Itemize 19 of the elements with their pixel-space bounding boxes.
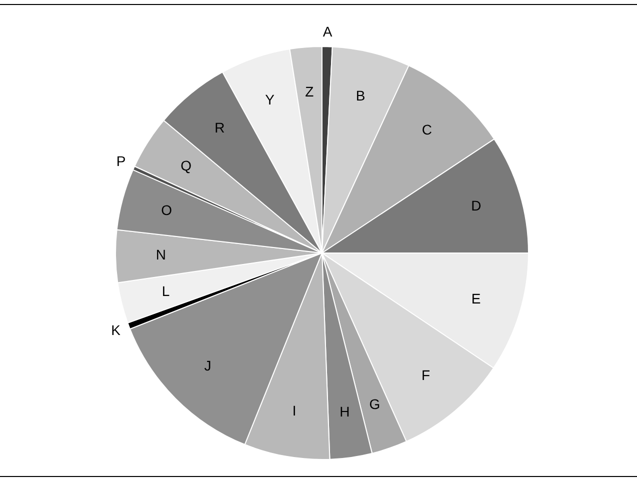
- slice-label: D: [471, 197, 482, 214]
- slice-label: G: [369, 396, 380, 412]
- slice-label: J: [204, 357, 212, 374]
- slice-label: H: [340, 403, 350, 420]
- slice-label: B: [356, 87, 366, 104]
- slice-label: Y: [265, 91, 276, 108]
- slice-label: Z: [305, 83, 314, 100]
- slice-label: C: [422, 122, 432, 138]
- slice-label: K: [111, 322, 122, 338]
- slice-label: A: [322, 23, 333, 40]
- slice-label: R: [214, 119, 225, 136]
- slice-label: O: [161, 202, 172, 218]
- slice-label: E: [471, 290, 481, 307]
- slice-label: F: [422, 366, 430, 383]
- slice-label: L: [162, 282, 170, 299]
- slice-label: Q: [180, 158, 192, 174]
- slice-label: I: [292, 402, 296, 419]
- slice-label: N: [156, 246, 166, 262]
- slice-label: P: [116, 153, 126, 170]
